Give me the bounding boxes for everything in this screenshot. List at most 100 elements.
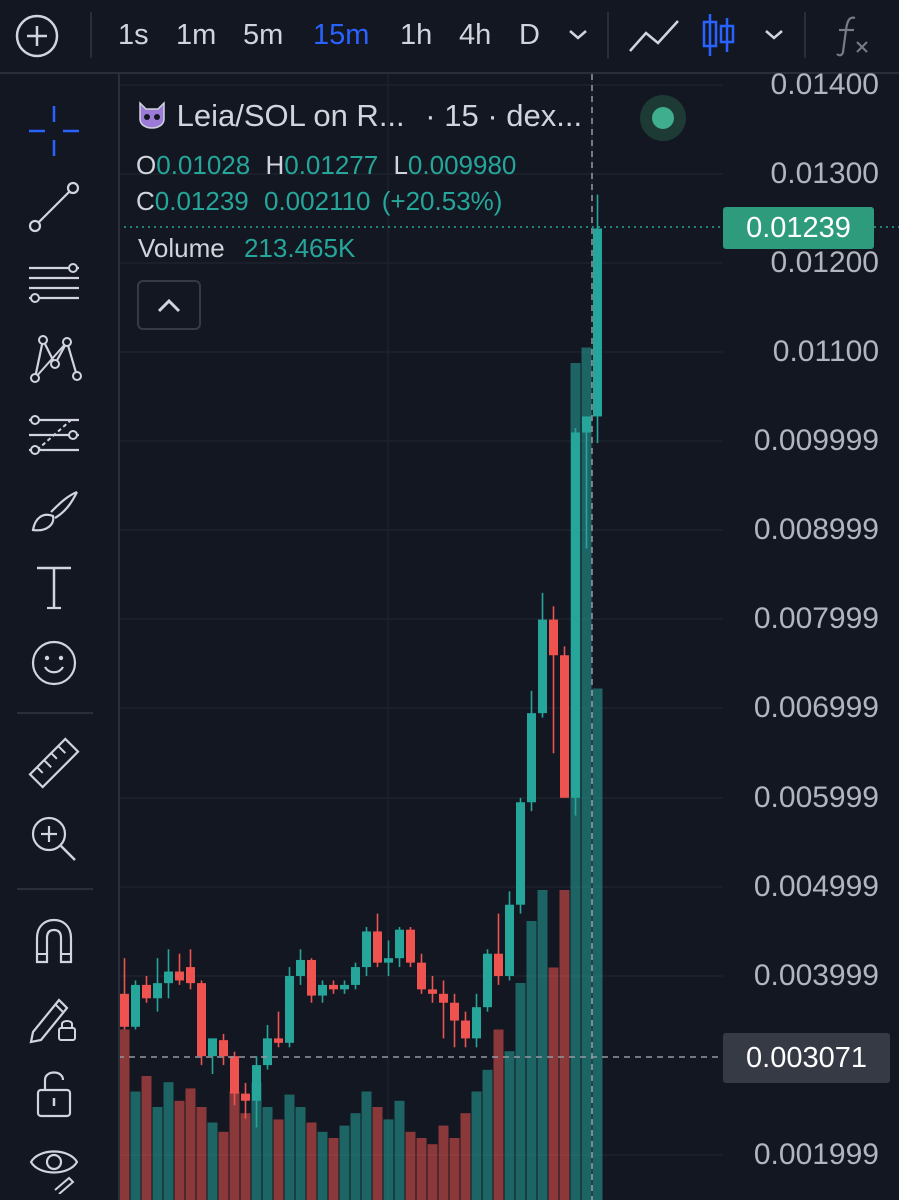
- candle-body: [241, 1093, 250, 1101]
- horizontal-lines-icon[interactable]: [25, 254, 83, 312]
- trend-line-icon[interactable]: [25, 178, 83, 236]
- volume-bar: [438, 1125, 449, 1200]
- ruler-icon[interactable]: [25, 734, 83, 792]
- visibility-eye-icon[interactable]: [25, 1136, 83, 1194]
- price-axis-label: 0.003999: [753, 959, 879, 992]
- candle-body: [395, 929, 404, 959]
- low-value: 0.009980: [407, 150, 517, 180]
- candle-body: [230, 1056, 239, 1094]
- volume-bar: [405, 1131, 416, 1200]
- timeframe-D[interactable]: D: [519, 19, 540, 51]
- volume-bar: [119, 1029, 130, 1200]
- text-tool-icon[interactable]: [25, 558, 83, 616]
- volume-legend: Volume 213.465K: [138, 233, 355, 264]
- crosshair-price-label: 0.003071: [723, 1033, 890, 1083]
- indicators-fx-icon[interactable]: [833, 12, 873, 58]
- volume-bar: [273, 1119, 284, 1200]
- candle-body: [428, 989, 437, 994]
- chevron-up-icon: [157, 298, 181, 313]
- collapse-legend-button[interactable]: [137, 280, 201, 330]
- price-axis-label: 0.006999: [753, 691, 879, 724]
- volume-bar: [504, 1051, 515, 1200]
- close-value: 0.01239: [154, 186, 249, 216]
- candle-body: [351, 967, 360, 985]
- market-status-indicator[interactable]: [640, 95, 686, 141]
- timeframe-1m[interactable]: 1m: [176, 19, 217, 51]
- volume-bar: [207, 1122, 218, 1200]
- price-axis-label: 0.009999: [753, 424, 879, 457]
- timeframe-5m[interactable]: 5m: [243, 19, 284, 51]
- emoji-icon[interactable]: [25, 634, 83, 692]
- volume-bar: [284, 1094, 295, 1200]
- volume-bar: [295, 1107, 306, 1200]
- timeframe-dropdown-chevron-icon[interactable]: [566, 22, 590, 46]
- candlestick-chart-type-icon[interactable]: [700, 12, 736, 58]
- price-axis-label: 0.001999: [753, 1138, 879, 1171]
- volume-bar: [339, 1125, 350, 1200]
- candle-body: [274, 1038, 283, 1043]
- brush-icon[interactable]: [25, 482, 83, 540]
- drawing-toolbar: [0, 74, 110, 1200]
- change-value: 0.002110: [264, 186, 371, 216]
- zoom-in-icon[interactable]: [25, 810, 83, 868]
- candle-body: [571, 432, 580, 798]
- unlock-icon[interactable]: [25, 1064, 83, 1122]
- close-label: C: [136, 186, 155, 216]
- price-chart[interactable]: [118, 74, 899, 1200]
- volume-bar: [350, 1113, 361, 1200]
- volume-bar: [537, 890, 548, 1200]
- candle-body: [175, 971, 184, 981]
- toolbar-divider: [804, 12, 806, 58]
- volume-bar: [592, 688, 603, 1200]
- price-axis-label: 0.01400: [770, 68, 879, 101]
- volume-bar: [394, 1100, 405, 1200]
- price-axis-label: 0.004999: [753, 870, 879, 903]
- candle-body: [472, 1007, 481, 1039]
- fibonacci-tool-icon[interactable]: [25, 406, 83, 464]
- toolbar-divider: [607, 12, 609, 58]
- toolbar-divider: [17, 888, 93, 890]
- volume-bar: [174, 1100, 185, 1200]
- candle-body: [263, 1038, 272, 1066]
- ohlc-row-1: O0.01028 H0.01277 L0.009980: [136, 150, 516, 181]
- low-label: L: [393, 150, 408, 180]
- volume-bar: [449, 1138, 460, 1200]
- candle-body: [120, 993, 129, 1027]
- timeframe-4h[interactable]: 4h: [459, 19, 492, 51]
- lock-drawing-icon[interactable]: [25, 988, 83, 1046]
- candle-body: [439, 993, 448, 1003]
- timeframe-1h[interactable]: 1h: [400, 19, 433, 51]
- volume-bar: [416, 1138, 427, 1200]
- candle-body: [340, 984, 349, 990]
- add-symbol-icon[interactable]: [14, 13, 60, 59]
- price-axis-label: 0.01200: [770, 246, 879, 279]
- candle-body: [296, 959, 305, 976]
- volume-bar: [152, 1107, 163, 1200]
- crosshair-icon[interactable]: [25, 102, 83, 160]
- price-axis-label: 0.01100: [772, 335, 879, 368]
- volume-bar: [427, 1144, 438, 1200]
- pattern-tool-icon[interactable]: [25, 330, 83, 388]
- open-value: 0.01028: [156, 150, 251, 180]
- symbol-title[interactable]: Leia/SOL on R... · 15 · dex...: [136, 98, 582, 134]
- candle-body: [417, 962, 426, 990]
- volume-bar: [163, 1082, 174, 1200]
- timeframe-1s[interactable]: 1s: [118, 19, 149, 51]
- candle-body: [329, 984, 338, 990]
- volume-bar: [383, 1119, 394, 1200]
- magnet-icon[interactable]: [25, 912, 83, 970]
- candle-body: [593, 228, 602, 417]
- volume-bar: [361, 1091, 372, 1200]
- volume-bar: [317, 1131, 328, 1200]
- volume-bar: [218, 1131, 229, 1200]
- candle-body: [208, 1038, 217, 1057]
- line-chart-type-icon[interactable]: [628, 15, 680, 55]
- candle-body: [307, 959, 316, 996]
- high-label: H: [265, 150, 285, 180]
- chart-type-dropdown-chevron-icon[interactable]: [762, 22, 786, 46]
- price-axis-label: 0.005999: [753, 781, 879, 814]
- volume-bar: [471, 1091, 482, 1200]
- high-value: 0.01277: [284, 150, 379, 180]
- timeframe-15m[interactable]: 15m: [313, 19, 370, 51]
- price-axis-label: 0.008999: [753, 513, 879, 546]
